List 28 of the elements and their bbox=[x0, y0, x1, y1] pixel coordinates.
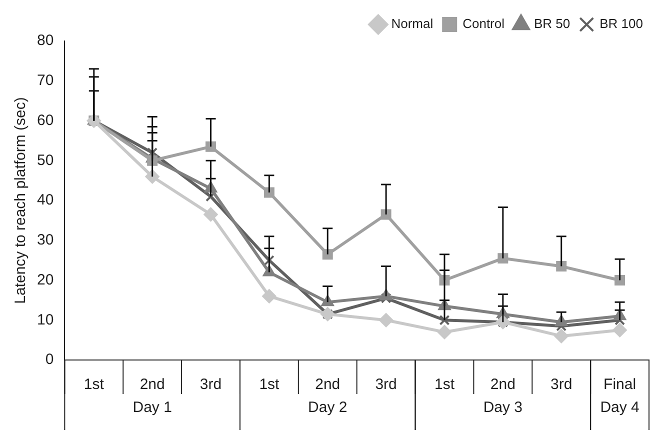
x-tick-label: 3rd bbox=[200, 376, 222, 394]
y-tick-label: 70 bbox=[36, 72, 54, 90]
y-tick-label: 40 bbox=[36, 192, 54, 209]
y-tick-label: 30 bbox=[36, 232, 54, 249]
legend-label: Normal bbox=[391, 16, 434, 32]
y-tick-label: 50 bbox=[36, 152, 54, 169]
x-tick-label: Final bbox=[604, 376, 636, 394]
x-tick-label: 1st bbox=[259, 376, 280, 394]
x-tick-label: 2nd bbox=[140, 376, 165, 394]
legend-label: Control bbox=[462, 16, 505, 32]
y-tick-label: 80 bbox=[36, 32, 54, 50]
text: Day 1 bbox=[132, 399, 172, 416]
x-tick-label: 1st bbox=[434, 376, 456, 394]
x-tick-label: 2nd bbox=[490, 376, 516, 394]
text: Day 2 bbox=[308, 399, 348, 416]
x-tick-label: 3rd bbox=[550, 376, 572, 394]
legend-label: BR 100 bbox=[600, 16, 644, 32]
text: Day 4 bbox=[600, 399, 640, 416]
y-axis-title: Latency to reach platform (sec) bbox=[12, 97, 30, 304]
y-tick-label: 60 bbox=[36, 112, 54, 129]
x-tick-label: 3rd bbox=[375, 376, 397, 394]
x-tick-label: 1st bbox=[84, 376, 105, 394]
y-tick-label: 10 bbox=[36, 311, 54, 328]
x-tick-label: 2nd bbox=[315, 376, 340, 394]
text: Day 3 bbox=[483, 399, 523, 416]
y-tick-label: 0 bbox=[45, 351, 54, 368]
y-tick-label: 20 bbox=[36, 271, 54, 288]
legend-label: BR 50 bbox=[534, 16, 570, 32]
